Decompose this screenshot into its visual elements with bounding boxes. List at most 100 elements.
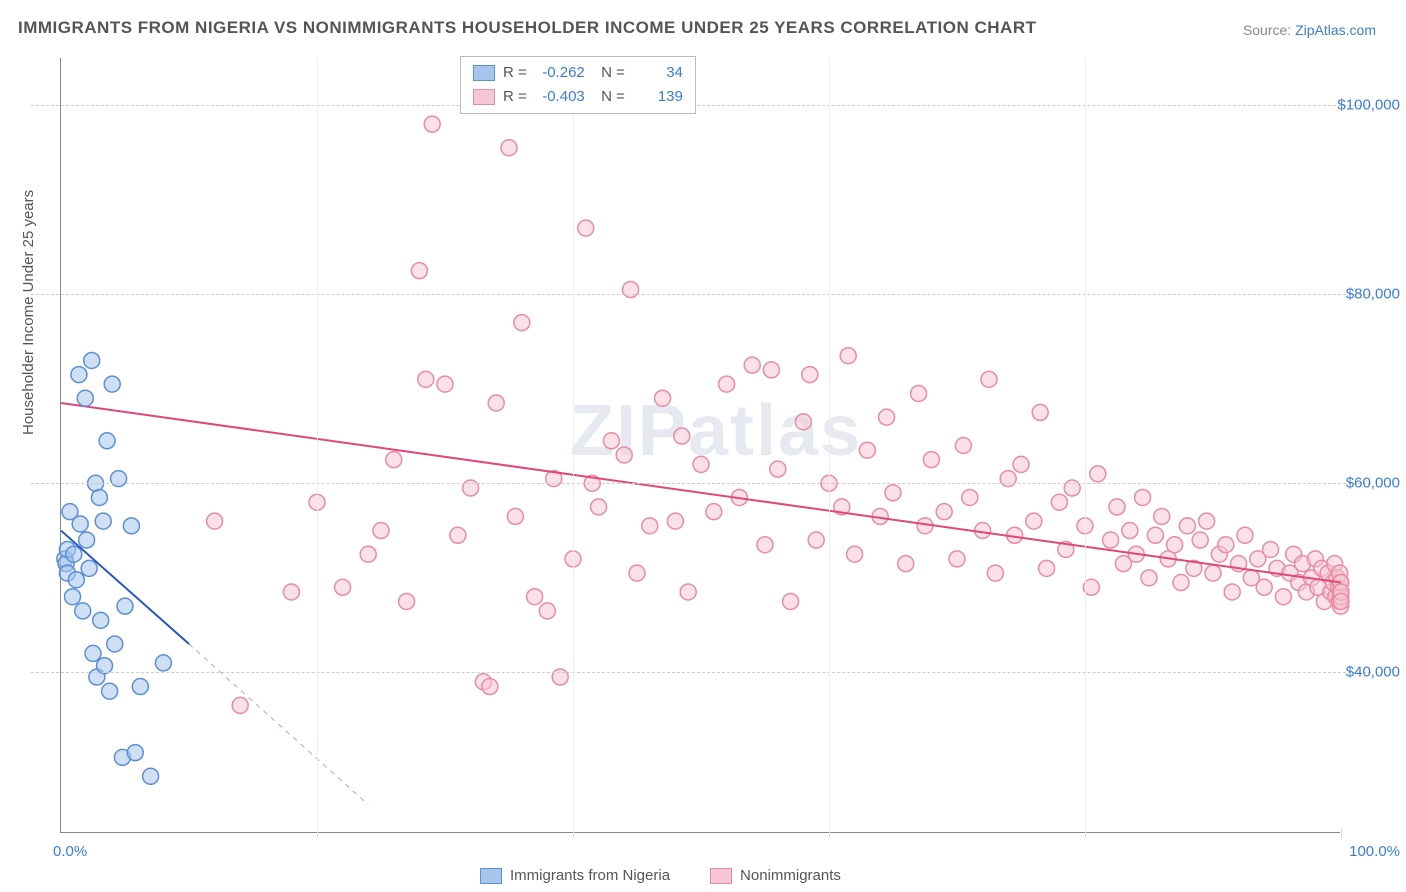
data-point	[795, 414, 811, 430]
swatch-series-0	[473, 65, 495, 81]
data-point	[84, 352, 100, 368]
data-point	[1275, 589, 1291, 605]
data-point	[437, 376, 453, 392]
n-value-1: 139	[633, 85, 683, 109]
data-point	[68, 572, 84, 588]
gridline-h	[31, 294, 1371, 295]
data-point	[923, 452, 939, 468]
data-point	[527, 589, 543, 605]
data-point	[911, 386, 927, 402]
r-value-0: -0.262	[535, 61, 585, 85]
data-point	[482, 679, 498, 695]
series-legend: Immigrants from Nigeria Nonimmigrants	[480, 867, 841, 884]
chart-svg	[61, 58, 1341, 833]
data-point	[79, 532, 95, 548]
data-point	[85, 645, 101, 661]
data-point	[1224, 584, 1240, 600]
data-point	[578, 220, 594, 236]
data-point	[706, 504, 722, 520]
data-point	[501, 140, 517, 156]
data-point	[1173, 575, 1189, 591]
data-point	[1122, 523, 1138, 539]
legend-item-1: Nonimmigrants	[710, 867, 841, 884]
data-point	[808, 532, 824, 548]
data-point	[77, 390, 93, 406]
chart-title: IMMIGRANTS FROM NIGERIA VS NONIMMIGRANTS…	[18, 18, 1037, 38]
legend-label-1: Nonimmigrants	[740, 867, 841, 884]
data-point	[981, 371, 997, 387]
data-point	[1256, 579, 1272, 595]
data-point	[123, 518, 139, 534]
data-point	[642, 518, 658, 534]
data-point	[667, 513, 683, 529]
data-point	[155, 655, 171, 671]
data-point	[72, 516, 88, 532]
data-point	[783, 593, 799, 609]
swatch-series-1	[473, 89, 495, 105]
data-point	[757, 537, 773, 553]
legend-item-0: Immigrants from Nigeria	[480, 867, 670, 884]
data-point	[360, 546, 376, 562]
data-point	[591, 499, 607, 515]
ytick-label: $100,000	[1320, 97, 1400, 114]
ytick-label: $80,000	[1320, 286, 1400, 303]
trend-line-extension	[189, 644, 368, 805]
data-point	[1013, 456, 1029, 472]
data-point	[955, 438, 971, 454]
legend-label-0: Immigrants from Nigeria	[510, 867, 670, 884]
source-label: Source:	[1243, 22, 1291, 38]
data-point	[514, 315, 530, 331]
data-point	[1179, 518, 1195, 534]
data-point	[232, 697, 248, 713]
data-point	[1237, 527, 1253, 543]
r-value-1: -0.403	[535, 85, 585, 109]
data-point	[840, 348, 856, 364]
data-point	[411, 263, 427, 279]
data-point	[962, 489, 978, 505]
data-point	[1199, 513, 1215, 529]
y-axis-label: Householder Income Under 25 years	[20, 190, 37, 435]
data-point	[1154, 508, 1170, 524]
data-point	[75, 603, 91, 619]
ytick-label: $60,000	[1320, 475, 1400, 492]
data-point	[763, 362, 779, 378]
data-point	[674, 428, 690, 444]
source-link[interactable]: ZipAtlas.com	[1295, 22, 1376, 38]
data-point	[418, 371, 434, 387]
data-point	[744, 357, 760, 373]
data-point	[65, 589, 81, 605]
data-point	[629, 565, 645, 581]
data-point	[859, 442, 875, 458]
data-point	[450, 527, 466, 543]
data-point	[1135, 489, 1151, 505]
data-point	[936, 504, 952, 520]
data-point	[1192, 532, 1208, 548]
data-point	[507, 508, 523, 524]
correlation-legend: R = -0.262 N = 34 R = -0.403 N = 139	[460, 56, 696, 114]
data-point	[373, 523, 389, 539]
data-point	[603, 433, 619, 449]
data-point	[335, 579, 351, 595]
data-point	[1263, 541, 1279, 557]
legend-row-series-1: R = -0.403 N = 139	[473, 85, 683, 109]
gridline-v-tall	[317, 58, 318, 833]
data-point	[1167, 537, 1183, 553]
data-point	[488, 395, 504, 411]
data-point	[66, 546, 82, 562]
data-point	[104, 376, 120, 392]
data-point	[1218, 537, 1234, 553]
data-point	[95, 513, 111, 529]
data-point	[283, 584, 299, 600]
data-point	[885, 485, 901, 501]
data-point	[91, 489, 107, 505]
data-point	[693, 456, 709, 472]
data-point	[802, 367, 818, 383]
data-point	[1141, 570, 1157, 586]
data-point	[898, 556, 914, 572]
legend-swatch-1	[710, 868, 732, 884]
data-point	[770, 461, 786, 477]
data-point	[1333, 593, 1349, 609]
data-point	[1147, 527, 1163, 543]
xtick-label-right: 100.0%	[1349, 843, 1400, 860]
data-point	[616, 447, 632, 463]
